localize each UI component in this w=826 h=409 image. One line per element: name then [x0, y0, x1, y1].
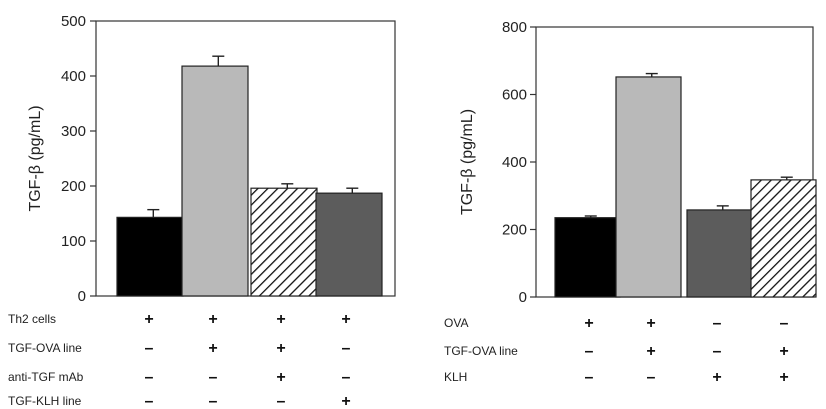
y-tick-label: 100	[61, 233, 86, 250]
condition-sign: +	[208, 340, 217, 357]
y-tick-label: 200	[61, 178, 86, 195]
y-tick-label: 400	[61, 68, 86, 85]
condition-sign: +	[341, 393, 350, 409]
condition-sign: +	[208, 311, 217, 328]
right-chart-panel: 0 200 400 600 800 TGF-β (pg/mL) OVA + + – – TGF-OVA…	[444, 19, 817, 386]
condition-sign: –	[145, 340, 154, 357]
condition-sign: +	[779, 343, 788, 360]
y-axis-title: TGF-β (pg/mL)	[27, 105, 44, 211]
condition-sign: –	[713, 343, 722, 360]
condition-sign: –	[209, 369, 218, 386]
condition-sign: +	[646, 343, 655, 360]
condition-row-label: TGF-OVA line	[444, 344, 518, 358]
condition-sign: –	[585, 343, 594, 360]
condition-row-label: KLH	[444, 370, 467, 384]
condition-row-label: anti-TGF mAb	[8, 370, 84, 384]
condition-sign: +	[646, 315, 655, 332]
condition-sign: –	[342, 340, 351, 357]
y-tick-label: 300	[61, 123, 86, 140]
y-tick-label: 200	[502, 222, 527, 239]
condition-sign: –	[209, 393, 218, 409]
bar	[750, 179, 817, 298]
y-tick-label: 400	[502, 154, 527, 171]
bar	[315, 192, 383, 297]
bar	[250, 187, 318, 297]
bar	[686, 209, 753, 298]
y-tick-label: 0	[519, 289, 527, 306]
condition-sign: +	[276, 340, 285, 357]
condition-sign: +	[779, 369, 788, 386]
bar	[554, 217, 621, 298]
y-tick-label: 800	[502, 19, 527, 36]
condition-sign: –	[277, 393, 286, 409]
condition-sign: –	[145, 393, 154, 409]
left-chart-panel: 0 100 200 300 400 500 TGF-β (pg/mL) Th2 cells + +…	[8, 13, 396, 409]
condition-row-label: TGF-OVA line	[8, 341, 82, 355]
bar	[116, 216, 184, 297]
condition-row-label: TGF-KLH line	[8, 394, 82, 408]
condition-sign: +	[276, 369, 285, 386]
condition-row-label: OVA	[444, 316, 468, 330]
bar	[181, 65, 249, 297]
condition-row-label: Th2 cells	[8, 312, 56, 326]
condition-sign: –	[647, 369, 656, 386]
condition-sign: +	[341, 311, 350, 328]
condition-sign: –	[342, 369, 351, 386]
y-axis-title: TGF-β (pg/mL)	[459, 109, 476, 215]
bar	[615, 76, 682, 298]
condition-sign: +	[144, 311, 153, 328]
condition-sign: +	[712, 369, 721, 386]
condition-sign: +	[584, 315, 593, 332]
condition-sign: –	[780, 315, 789, 332]
y-tick-label: 500	[61, 13, 86, 30]
condition-sign: –	[145, 369, 154, 386]
condition-sign: +	[276, 311, 285, 328]
condition-sign: –	[585, 369, 594, 386]
y-tick-label: 600	[502, 87, 527, 104]
condition-sign: –	[713, 315, 722, 332]
y-tick-label: 0	[78, 288, 86, 305]
